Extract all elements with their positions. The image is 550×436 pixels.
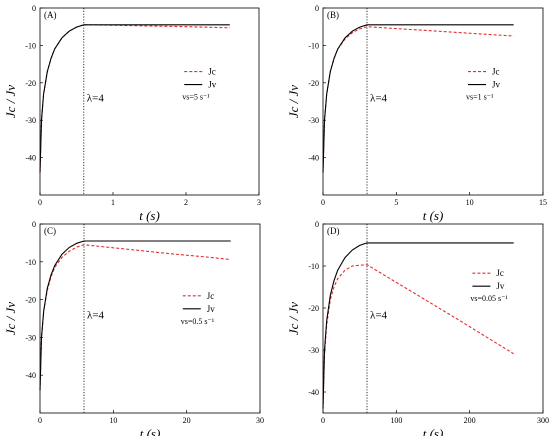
- legend-label: Jv: [208, 80, 217, 90]
- x-tick-label: 10: [466, 198, 474, 207]
- legend-label: Jc: [492, 67, 500, 77]
- y-tick-label: -10: [25, 41, 36, 50]
- y-tick-label: 0: [315, 4, 319, 13]
- x-tick-label: 3: [257, 198, 261, 207]
- chart-panel: 0 5 10 15 0 -10 -20 -30 -40 t (s) Jc / Jv (B) λ=4 Jc J…: [286, 4, 547, 223]
- y-tick-label: -40: [308, 388, 319, 397]
- y-tick-label: -20: [308, 304, 319, 313]
- velocity-label: vs=0.5 s⁻¹: [181, 317, 215, 326]
- x-tick-label: 100: [390, 416, 402, 425]
- y-tick-label: -20: [25, 79, 36, 88]
- x-tick-label: 0: [38, 198, 42, 207]
- x-tick-label: 0: [321, 198, 325, 207]
- y-tick-label: -30: [308, 346, 319, 355]
- x-tick-label: 10: [109, 416, 117, 425]
- x-tick-label: 0: [321, 416, 325, 425]
- velocity-label: vs=5 s⁻¹: [182, 93, 210, 102]
- lambda-annotation: λ=4: [370, 310, 388, 322]
- y-axis-title: Jc / Jv: [3, 85, 18, 118]
- x-tick-label: 20: [183, 416, 191, 425]
- panel-label: (A): [44, 10, 57, 20]
- plot-frame: [322, 7, 544, 196]
- legend-label: Jv: [496, 281, 505, 291]
- x-tick-label: 1: [111, 198, 115, 207]
- chart-panel: 0 1 2 3 0 -10 -20 -30 -40 t (s) Jc / Jv (A) λ=4 Jc Jv v…: [3, 4, 261, 223]
- panel-label: (C): [44, 226, 56, 236]
- velocity-label: vs=0.05 s⁻¹: [470, 294, 508, 303]
- y-tick-label: -20: [308, 79, 319, 88]
- x-tick-label: 5: [394, 198, 398, 207]
- x-tick-label: 0: [38, 416, 42, 425]
- chart-panel: 0 10 20 30 0 -10 -20 -30 -40 t (s) Jc / Jv (C) λ=4 Jc…: [3, 220, 264, 436]
- x-axis-title: t (s): [423, 208, 444, 223]
- x-tick-label: 15: [539, 198, 547, 207]
- legend-label: Jc: [208, 67, 216, 77]
- y-tick-label: -20: [25, 296, 36, 305]
- chart-panel: 0 100 200 300 0 -10 -20 -30 -40 t (s) Jc / Jv (D) λ=…: [286, 220, 549, 436]
- x-tick-label: 300: [537, 416, 549, 425]
- y-tick-label: -40: [25, 154, 36, 163]
- legend-label: Jc: [207, 291, 215, 301]
- x-tick-label: 30: [256, 416, 264, 425]
- y-tick-label: 0: [315, 220, 319, 229]
- y-tick-label: -40: [25, 371, 36, 380]
- x-axis-title: t (s): [423, 426, 444, 436]
- y-tick-label: -10: [25, 258, 36, 267]
- x-axis-title: t (s): [139, 208, 160, 223]
- y-tick-label: -30: [25, 116, 36, 125]
- y-tick-label: -30: [25, 333, 36, 342]
- y-axis-title: Jc / Jv: [3, 302, 18, 335]
- plot-frame: [322, 223, 544, 414]
- panel-label: (B): [327, 10, 339, 20]
- legend-label: Jv: [492, 80, 501, 90]
- y-tick-label: -10: [308, 41, 319, 50]
- legend-label: Jv: [207, 304, 216, 314]
- y-tick-label: 0: [32, 220, 36, 229]
- x-axis-title: t (s): [140, 426, 161, 436]
- y-tick-label: -10: [308, 262, 319, 271]
- plot-frame: [39, 223, 261, 414]
- series-line-jc: [322, 264, 514, 409]
- series-line-jv: [322, 242, 514, 409]
- lambda-annotation: λ=4: [87, 310, 105, 322]
- y-axis-title: Jc / Jv: [286, 85, 301, 118]
- plot-frame: [39, 7, 260, 196]
- x-tick-label: 200: [464, 416, 476, 425]
- panel-label: (D): [327, 226, 340, 236]
- y-axis-title: Jc / Jv: [286, 302, 301, 335]
- legend-label: Jc: [496, 268, 504, 278]
- y-tick-label: -40: [308, 154, 319, 163]
- y-tick-label: 0: [32, 4, 36, 13]
- lambda-annotation: λ=4: [370, 93, 388, 105]
- series-line-jv: [322, 24, 514, 173]
- series-line-jv: [39, 240, 231, 391]
- lambda-annotation: λ=4: [87, 93, 105, 105]
- x-tick-label: 2: [184, 198, 188, 207]
- y-tick-label: -30: [308, 116, 319, 125]
- velocity-label: vs=1 s⁻¹: [466, 93, 494, 102]
- series-line-jv: [39, 24, 230, 173]
